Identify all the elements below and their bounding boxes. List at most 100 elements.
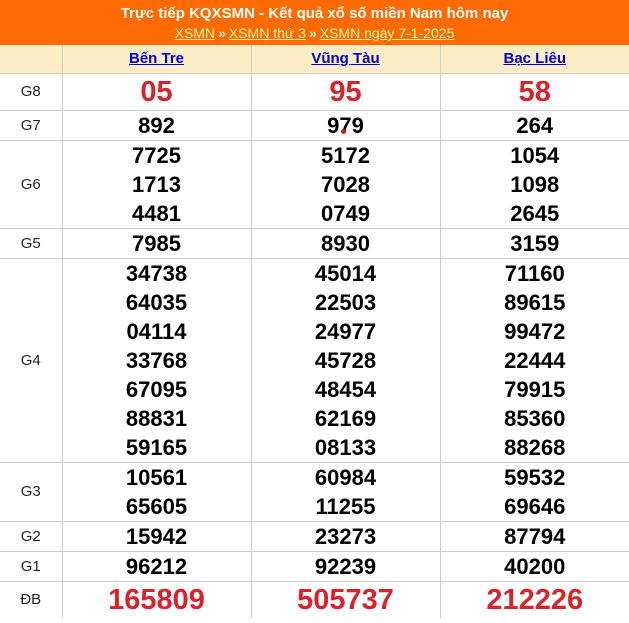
prize-label: G2 <box>0 520 63 552</box>
result-number: 892 <box>138 112 175 138</box>
page-title: Trực tiếp KQXSMN - Kết quả xổ số miền Na… <box>120 5 509 22</box>
result-number: 212226 <box>486 583 584 616</box>
result-number: 69646 <box>504 493 566 519</box>
result-cell: 92239 <box>250 550 441 582</box>
prize-label: G6 <box>0 139 63 229</box>
result-number: 165809 <box>108 583 205 616</box>
result-cell: 45014 22503 24977 45728 48454 62169 08133 <box>250 257 441 463</box>
result-cell: 212226 <box>439 580 629 618</box>
result-number: 88831 <box>125 405 188 431</box>
result-number: 62169 <box>314 405 377 431</box>
result-number: 58 <box>518 75 551 108</box>
result-number: 264 <box>516 112 554 138</box>
result-number: 59165 <box>125 434 188 460</box>
result-cell: 5172 7028 0749 <box>250 139 441 229</box>
result-cell: 87794 <box>439 520 629 552</box>
result-number: 71160 <box>504 260 565 286</box>
result-cell: 15942 <box>61 520 252 552</box>
results-table: Bến Tre Vũng Tàu Bạc Liêu G8 05 95 58 G7 892 9… <box>0 45 629 618</box>
province-link-bac-lieu[interactable]: Bạc Liêu <box>503 50 567 68</box>
result-number: 5172 <box>321 142 370 168</box>
prize-row-ĐB: ĐB 165809 505737 212226 <box>0 580 629 618</box>
prize-row-G3: G3 10561 65605 60984 11255 59532 69646 <box>0 461 629 522</box>
result-cell: 7985 <box>61 227 252 259</box>
result-cell: 71160 89615 99472 22444 79915 85360 88268 <box>439 257 629 463</box>
result-number: 85360 <box>504 405 566 431</box>
province-link-vung-tau[interactable]: Vũng Tàu <box>311 50 380 68</box>
result-number: 7725 <box>132 142 181 168</box>
result-cell: 58 <box>439 72 629 111</box>
prize-row-G8: G8 05 95 58 <box>0 72 629 111</box>
prize-row-G7: G7 892 979 264 <box>0 109 629 141</box>
breadcrumb-separator: » <box>308 25 317 41</box>
result-cell: 979 <box>250 109 441 141</box>
result-number: 7028 <box>321 171 370 197</box>
result-number: 1054 <box>510 142 560 168</box>
result-number: 24977 <box>314 318 377 344</box>
result-number: 67095 <box>125 376 188 402</box>
result-number: 34738 <box>125 260 188 286</box>
result-cell: 264 <box>439 109 629 141</box>
prize-row-G4: G4 34738 64035 04114 33768 67095 88831 59165 450… <box>0 257 629 463</box>
result-number: 95 <box>329 75 362 108</box>
result-cell: 59532 69646 <box>439 461 629 522</box>
result-number: 60984 <box>314 464 377 490</box>
result-cell: 8930 <box>250 227 441 259</box>
result-number: 87794 <box>504 523 566 549</box>
column-header-row: Bến Tre Vũng Tàu Bạc Liêu <box>0 45 629 74</box>
result-number: 05 <box>140 75 173 108</box>
result-number: 10561 <box>125 464 188 490</box>
result-number: 4481 <box>132 200 181 226</box>
result-cell: 1054 1098 2645 <box>439 139 629 229</box>
prize-label: G3 <box>0 461 63 522</box>
result-number: 1098 <box>510 171 560 197</box>
result-number: 979 <box>327 112 364 138</box>
result-number: 33768 <box>125 347 188 373</box>
result-number: 59532 <box>504 464 566 490</box>
prize-row-G2: G2 15942 23273 87794 <box>0 520 629 552</box>
prize-row-G1: G1 96212 92239 40200 <box>0 550 629 582</box>
breadcrumb-link-xsmn-thu-3[interactable]: XSMN thứ 3 <box>228 25 306 41</box>
result-number: 89615 <box>504 289 566 315</box>
column-header-ben-tre: Bến Tre <box>61 45 252 74</box>
result-number: 3159 <box>510 230 560 256</box>
prize-label: G4 <box>0 257 63 463</box>
result-number: 65605 <box>125 493 188 519</box>
breadcrumb-separator: » <box>218 25 226 41</box>
result-number: 45728 <box>314 347 377 373</box>
province-link-ben-tre[interactable]: Bến Tre <box>128 50 185 68</box>
prize-label: ĐB <box>0 580 63 618</box>
result-number: 7985 <box>132 230 181 256</box>
prize-label: G5 <box>0 227 63 259</box>
result-number: 08133 <box>314 434 377 460</box>
result-number: 22444 <box>504 347 566 373</box>
result-number: 1713 <box>132 171 181 197</box>
column-header-vung-tau: Vũng Tàu <box>250 45 441 74</box>
result-number: 505737 <box>297 583 394 616</box>
result-number: 15942 <box>125 523 188 549</box>
prize-row-G5: G5 7985 8930 3159 <box>0 227 629 259</box>
result-cell: 34738 64035 04114 33768 67095 88831 59165 <box>61 257 252 463</box>
prize-label: G1 <box>0 550 63 582</box>
result-number: 2645 <box>510 200 560 226</box>
result-cell: 10561 65605 <box>61 461 252 522</box>
result-number: 88268 <box>504 434 566 460</box>
result-cell: 505737 <box>250 580 441 618</box>
result-cell: 23273 <box>250 520 441 552</box>
live-indicator-dot <box>341 129 346 134</box>
result-number: 8930 <box>321 230 370 256</box>
breadcrumb-link-xsmn-ngay[interactable]: XSMN ngày 7-1-2025 <box>319 25 455 41</box>
breadcrumb-link-xsmn[interactable]: XSMN <box>174 25 216 41</box>
result-number: 48454 <box>314 376 377 402</box>
result-cell: 96212 <box>61 550 252 582</box>
prize-row-G6: G6 7725 1713 4481 5172 7028 0749 1054 1098 2645 <box>0 139 629 229</box>
result-cell: 165809 <box>61 580 252 618</box>
prize-label: G7 <box>0 109 63 141</box>
result-number: 40200 <box>504 553 566 579</box>
result-number: 99472 <box>504 318 566 344</box>
column-header-bac-lieu: Bạc Liêu <box>439 45 629 74</box>
result-cell: 05 <box>61 72 252 111</box>
result-number: 79915 <box>504 376 566 402</box>
result-cell: 40200 <box>439 550 629 582</box>
